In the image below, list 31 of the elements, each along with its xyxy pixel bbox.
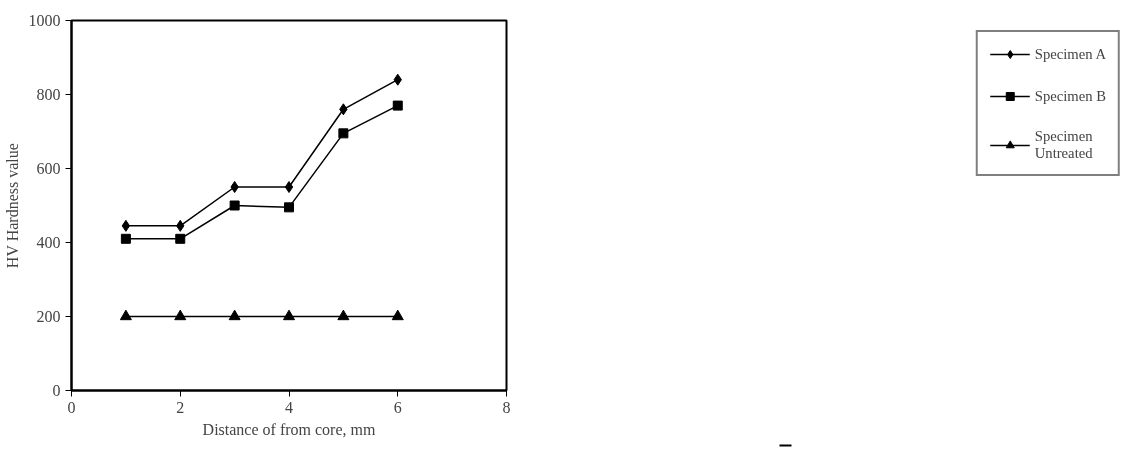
- y-tick-label: 200: [36, 308, 61, 325]
- x-tick-label: 0: [67, 398, 76, 416]
- legend-label: Specimen A: [1034, 45, 1106, 63]
- point: [337, 309, 350, 321]
- y-tick-label: 600: [36, 160, 61, 177]
- point: [284, 202, 294, 213]
- x-tick-label: 4: [285, 398, 293, 416]
- point: [175, 233, 186, 244]
- point: [391, 309, 404, 321]
- y-tick-label: 800: [36, 86, 61, 103]
- legend-label: Specimen B: [1034, 87, 1106, 105]
- point: [338, 128, 349, 139]
- y-tick-label: 0: [52, 382, 61, 399]
- point: [120, 233, 131, 244]
- point: [121, 219, 131, 232]
- point: [392, 100, 403, 111]
- point: [228, 309, 241, 321]
- point: [119, 309, 132, 321]
- point: [284, 181, 294, 193]
- y-axis-title: HV Hardness value: [3, 143, 21, 269]
- x-tick-label: 6: [393, 398, 402, 416]
- point: [229, 200, 240, 211]
- point: [230, 181, 239, 193]
- legend-label: Specimen Untreated: [1034, 128, 1093, 162]
- y-tick-label: 400: [36, 234, 61, 251]
- y-tick-label: 1000: [28, 12, 61, 29]
- x-tick-label: 8: [502, 398, 511, 416]
- point: [174, 309, 187, 321]
- x-tick-label: 2: [176, 398, 185, 416]
- point: [283, 309, 295, 321]
- x-axis-title: Distance of from core, mm: [202, 420, 376, 438]
